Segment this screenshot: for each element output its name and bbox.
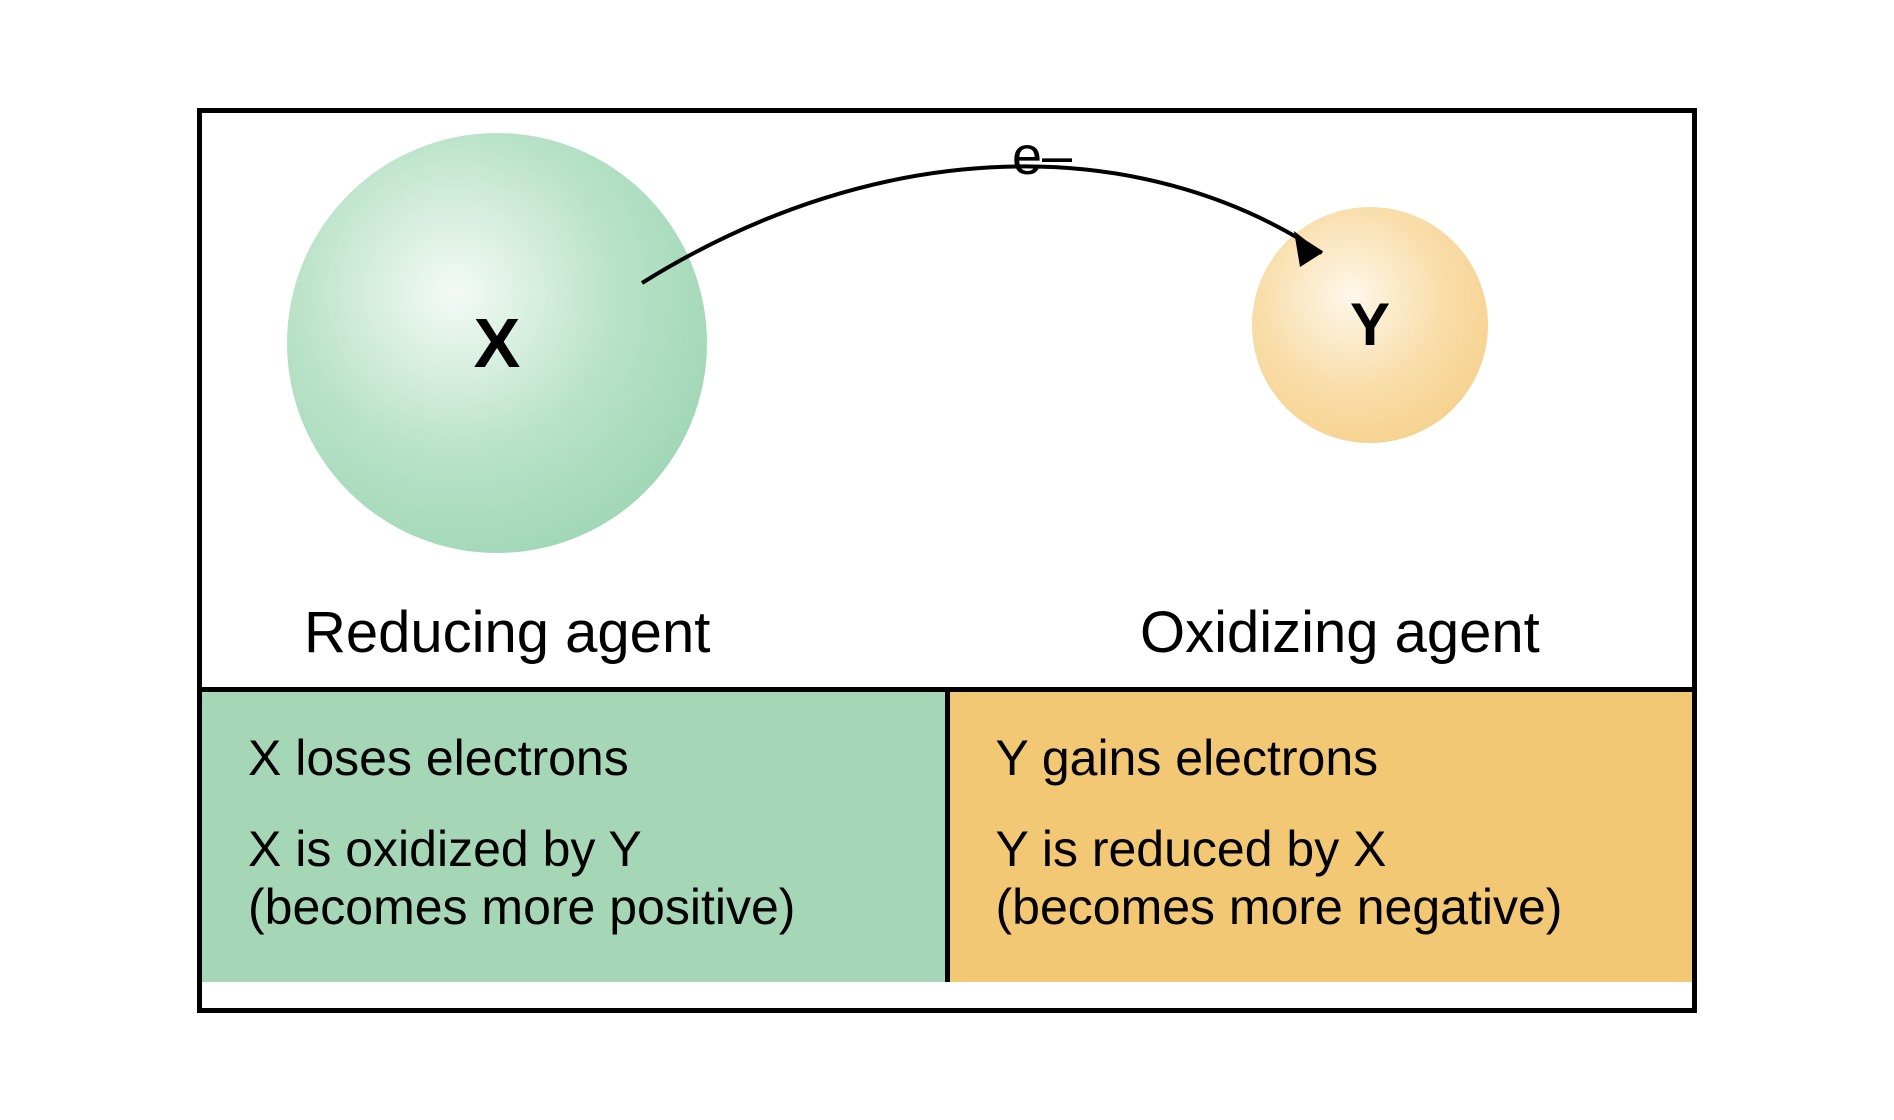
info-panels: X loses electrons X is oxidized by Y (be…	[202, 687, 1692, 983]
oxidizing-agent-label: Oxidizing agent	[1140, 599, 1540, 666]
reducing-panel: X loses electrons X is oxidized by Y (be…	[202, 692, 945, 983]
atom-x-label: X	[474, 303, 521, 383]
oxidizing-line2: Y is reduced by X (becomes more negative…	[996, 821, 1647, 936]
electron-label: e–	[1012, 125, 1072, 187]
electron-arrow	[622, 143, 1362, 303]
diagram-top: X Y e– Reducing agent Oxidizing agent	[202, 113, 1692, 687]
oxidizing-panel: Y gains electrons Y is reduced by X (bec…	[945, 692, 1693, 983]
reducing-line2: X is oxidized by Y (becomes more positiv…	[248, 821, 899, 936]
reducing-agent-label: Reducing agent	[304, 599, 710, 666]
reducing-line1: X loses electrons	[248, 730, 899, 788]
oxidizing-line1: Y gains electrons	[996, 730, 1647, 788]
diagram-frame: X Y e– Reducing agent Oxidizing agent X …	[197, 108, 1697, 1013]
